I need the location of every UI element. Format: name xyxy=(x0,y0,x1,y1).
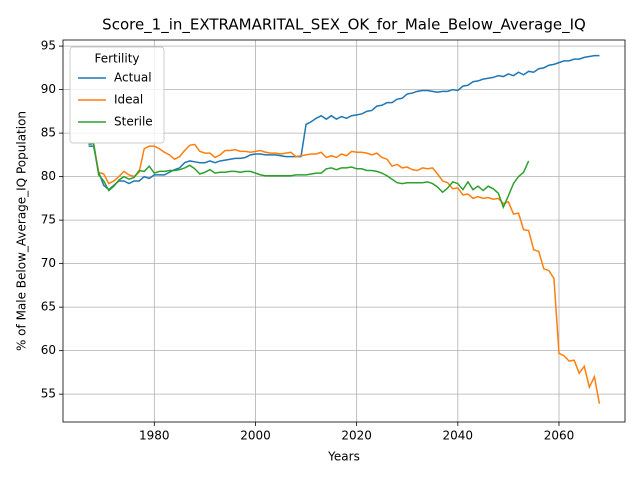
series-line xyxy=(88,54,600,191)
y-tick-label: 70 xyxy=(41,256,56,270)
y-tick-label: 90 xyxy=(41,82,56,96)
legend-box xyxy=(69,46,165,144)
series-line xyxy=(88,142,601,404)
legend-label: Sterile xyxy=(114,115,153,129)
y-tick-label: 60 xyxy=(41,343,56,357)
y-tick-label: 85 xyxy=(41,126,56,140)
y-tick-label: 95 xyxy=(41,39,56,53)
x-tick-label: 2000 xyxy=(240,429,271,443)
x-tick-label: 2040 xyxy=(443,429,474,443)
y-tick-label: 65 xyxy=(41,300,56,314)
series-line xyxy=(88,142,530,210)
y-axis-label: % of Male Below_Average_IQ Population xyxy=(15,111,29,351)
x-tick-label: 2060 xyxy=(544,429,575,443)
x-tick-label: 2020 xyxy=(341,429,372,443)
legend-title: Fertility xyxy=(94,52,139,66)
legend-label: Ideal xyxy=(114,93,143,107)
y-tick-label: 75 xyxy=(41,213,56,227)
x-tick-label: 1980 xyxy=(139,429,170,443)
y-tick-label: 80 xyxy=(41,169,56,183)
x-axis-label: Years xyxy=(327,450,360,464)
legend-label: Actual xyxy=(114,71,152,85)
plot-frame xyxy=(62,39,626,423)
y-tick-label: 55 xyxy=(41,387,56,401)
chart-title: Score_1_in_EXTRAMARITAL_SEX_OK_for_Male_… xyxy=(102,16,586,35)
